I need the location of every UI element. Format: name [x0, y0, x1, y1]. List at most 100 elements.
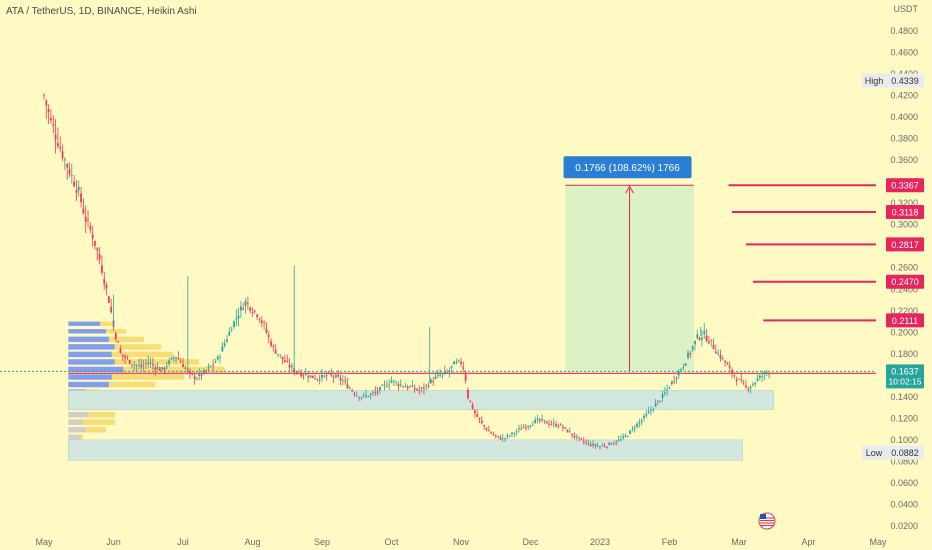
target-price-label: 0.2111 — [892, 316, 918, 326]
candle-body — [578, 437, 581, 439]
candle-body — [107, 296, 110, 303]
volume-profile — [68, 321, 225, 448]
candle-body — [96, 248, 99, 251]
candle-body — [395, 381, 398, 383]
candle-body — [754, 382, 757, 385]
candle-body — [117, 341, 120, 343]
candle-body — [680, 369, 682, 371]
candle-body — [335, 374, 337, 377]
volume-bar-buy — [68, 366, 124, 373]
zone-rect — [68, 390, 775, 411]
candle-body — [202, 370, 205, 373]
candle-body — [339, 378, 342, 381]
candle-body — [344, 380, 347, 382]
time-tick-label: Jul — [177, 537, 189, 547]
candle-body — [675, 378, 678, 380]
candle-body — [640, 420, 643, 422]
price-range-measure: 0.1766 (108.62%) 1766 — [563, 156, 694, 372]
candle-body — [765, 372, 768, 373]
candle-body — [205, 370, 208, 372]
symbol-high-label: 0.4339 — [891, 76, 919, 86]
volume-bar-buy — [68, 381, 109, 388]
time-tick-label: Jun — [106, 537, 121, 547]
candle-body — [253, 310, 256, 312]
candle-body — [209, 366, 212, 367]
candle-body — [589, 444, 592, 446]
candle-body — [416, 389, 418, 391]
symbol-high-label-box — [886, 73, 924, 88]
price-tick-label: 0.4800 — [890, 26, 918, 36]
candle-body — [369, 393, 372, 396]
volume-bar-buy — [68, 359, 115, 365]
candle-body — [390, 380, 393, 383]
candle-body — [566, 429, 569, 433]
candle-body — [142, 365, 145, 367]
candle-body — [172, 358, 175, 360]
candle-body — [467, 389, 469, 399]
volume-bar-buy — [68, 336, 109, 343]
candle-body — [244, 301, 247, 306]
zone-rect — [68, 439, 743, 461]
volume-bar-buy — [68, 329, 107, 334]
candle-body — [594, 444, 597, 446]
time-axis[interactable]: May Jun Jul Aug Sep Oct Nov Dec 2023 Feb Mar Apr May — [35, 537, 887, 547]
candle-body — [413, 388, 416, 390]
candle-body — [70, 174, 73, 176]
time-tick-label: Dec — [522, 537, 539, 547]
volume-bar-sell — [111, 374, 185, 380]
candle-body — [626, 436, 629, 438]
candle-body — [351, 390, 354, 392]
candle-body — [552, 422, 555, 424]
candle-body — [358, 397, 360, 398]
candle-body — [59, 147, 62, 149]
candle-body — [650, 410, 652, 412]
candle-body — [75, 189, 78, 193]
time-tick-label: May — [35, 537, 53, 547]
target-price-label: 0.2470 — [891, 277, 919, 287]
candle-body — [462, 367, 465, 369]
candle-body — [677, 371, 680, 376]
price-tick-label: 0.4600 — [890, 48, 918, 58]
candle-body — [330, 374, 333, 376]
candle-body — [717, 353, 720, 355]
candle-body — [411, 385, 414, 387]
candle-body — [260, 320, 263, 324]
price-tick-label: 0.3800 — [890, 134, 918, 144]
price-tick-label: 0.1000 — [890, 435, 918, 445]
candle-body — [682, 366, 685, 368]
candle-body — [242, 308, 245, 310]
candle-body — [147, 362, 150, 364]
volume-bar-sell — [100, 321, 112, 326]
target-price-label: 0.3367 — [891, 181, 919, 191]
candle-body — [647, 411, 650, 413]
volume-bar-sell — [108, 381, 156, 388]
candle-body — [710, 339, 713, 341]
candle-body — [731, 369, 733, 375]
candle-body — [84, 216, 87, 222]
target-price-label: 0.3118 — [892, 207, 919, 217]
flag-icon[interactable] — [758, 512, 776, 530]
candle-body — [441, 373, 444, 375]
candle-body — [145, 363, 147, 365]
target-price-label-box — [886, 274, 924, 289]
candle-body — [131, 364, 133, 366]
candle-body — [237, 315, 240, 319]
candle-body — [550, 423, 553, 425]
candle-body — [240, 306, 242, 311]
candle-body — [721, 358, 724, 359]
candle-body — [110, 306, 113, 313]
candle-body — [756, 378, 759, 381]
candle-body — [158, 368, 161, 371]
candle-body — [564, 427, 567, 429]
candle-body — [140, 365, 143, 368]
candle-body — [290, 365, 293, 367]
candle-body — [348, 388, 351, 390]
candle-body — [406, 386, 409, 389]
price-tick-label: 0.3200 — [890, 198, 918, 208]
time-tick-label: Mar — [731, 537, 747, 547]
volume-bar-sell — [114, 344, 162, 350]
price-tick-label: 0.1400 — [890, 392, 918, 402]
candle-body — [450, 365, 453, 368]
volume-bar-buy — [68, 351, 112, 358]
